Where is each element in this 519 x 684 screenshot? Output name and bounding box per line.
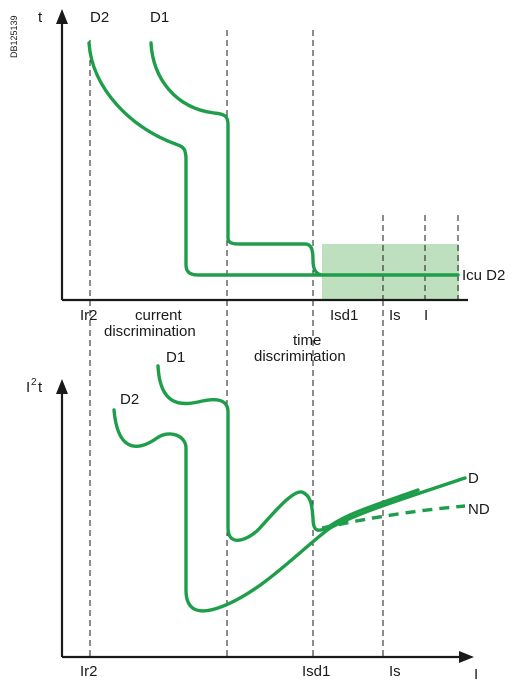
bottom-label-nd: ND bbox=[468, 501, 490, 518]
top-y-axis-label: t bbox=[38, 9, 43, 26]
bottom-curve-nd bbox=[321, 504, 466, 530]
bottom-x-label-is: Is bbox=[389, 663, 401, 679]
time-discrimination-line1: time bbox=[293, 332, 321, 349]
bottom-y-arrow bbox=[56, 379, 68, 394]
current-discrimination-line2: discrimination bbox=[104, 323, 196, 340]
bottom-y-axis-label: I 2 t bbox=[26, 377, 43, 396]
svg-text:t: t bbox=[38, 379, 43, 396]
top-x-label-ir2: Ir2 bbox=[80, 307, 98, 324]
top-panel: t D2 D1 Icu D2 Ir2 Isd1 Is I current dis… bbox=[38, 9, 505, 365]
top-label-d1: D1 bbox=[150, 9, 169, 26]
current-discrimination-line1: current bbox=[135, 307, 183, 324]
bottom-panel: I 2 t D1 D2 D ND Ir2 Isd1 Is I bbox=[26, 300, 490, 683]
bottom-curve-d1 bbox=[156, 364, 420, 542]
time-discrimination-line2: discrimination bbox=[254, 348, 346, 365]
bottom-x-label-i: I bbox=[474, 666, 478, 679]
top-x-label-is: Is bbox=[389, 307, 401, 324]
top-label-d2: D2 bbox=[90, 9, 109, 26]
top-y-arrow bbox=[56, 9, 68, 24]
document-id: DB125139 bbox=[9, 15, 19, 58]
svg-text:2: 2 bbox=[31, 377, 37, 388]
icu-d2-label: Icu D2 bbox=[462, 267, 505, 284]
time-discrimination-zone bbox=[322, 244, 459, 299]
top-x-label-isd1: Isd1 bbox=[330, 307, 358, 324]
bottom-x-arrow bbox=[459, 651, 474, 663]
bottom-x-label-isd1: Isd1 bbox=[302, 663, 330, 679]
bottom-label-d: D bbox=[468, 470, 479, 487]
bottom-x-label-ir2: Ir2 bbox=[80, 663, 98, 679]
top-curve-d2 bbox=[87, 41, 460, 277]
bottom-label-d2: D2 bbox=[120, 391, 139, 408]
bottom-label-d1: D1 bbox=[166, 349, 185, 366]
bottom-curve-d2 bbox=[112, 408, 467, 613]
top-x-label-i: I bbox=[424, 307, 428, 324]
top-curve-d1 bbox=[149, 41, 324, 277]
svg-text:I: I bbox=[26, 379, 30, 396]
